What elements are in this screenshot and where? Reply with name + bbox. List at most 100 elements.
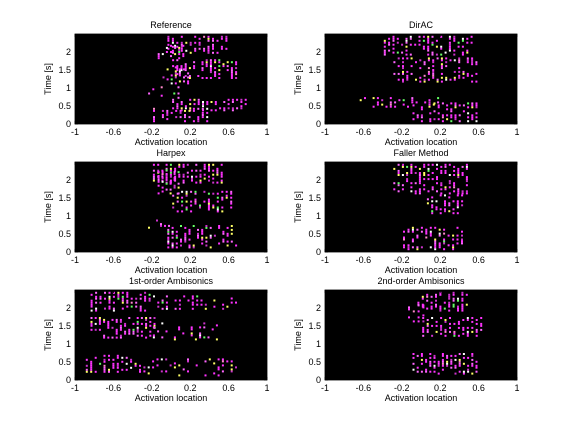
heatmap-cell [418,43,421,46]
y-tick-label: 1.5 [58,65,71,75]
heatmap-cell [212,37,214,40]
heatmap-cell [171,242,174,245]
heatmap-cell [185,206,188,209]
heatmap-cell [461,39,464,42]
heatmap-cell [103,318,106,321]
heatmap-cell [431,51,434,54]
heatmap-cell [216,181,219,184]
heatmap-cell [471,104,474,107]
heatmap-cell [148,297,151,300]
heatmap-cell [194,47,197,50]
heatmap-cell [231,107,234,110]
heatmap-cell [416,246,419,249]
heatmap-cell [446,114,449,117]
heatmap-cell [454,372,457,375]
heatmap-cell [448,192,451,195]
heatmap-cell [471,358,474,361]
heatmap-cell [432,69,435,71]
heatmap-cell [171,37,174,40]
heatmap-cell [181,196,184,199]
heatmap-cell [397,65,400,68]
heatmap-cell [192,109,195,112]
heatmap-cell [191,295,194,298]
heatmap-cell [125,362,128,365]
heatmap-cell [181,200,184,203]
heatmap-cell [171,39,174,42]
heatmap-cell [143,366,146,369]
heatmap-cell [191,297,194,300]
heatmap-cell [445,78,448,81]
heatmap-cell [409,35,412,38]
heatmap-cell [188,75,191,77]
heatmap-cell [171,236,174,239]
heatmap-cell [169,179,172,182]
heatmap-cell [427,45,430,48]
heatmap-cell [444,200,446,203]
heatmap-cell [174,169,177,172]
heatmap-cell [194,49,197,52]
heatmap-cell [388,41,391,44]
heatmap-cell [458,120,461,123]
heatmap-cell [124,330,127,333]
heatmap-cell [178,307,181,310]
heatmap-cell [197,232,199,235]
heatmap-cell [437,118,440,121]
heatmap-cell [438,242,441,245]
heatmap-cell [401,43,404,46]
heatmap-cell [230,77,233,79]
heatmap-cell [171,246,174,249]
heatmap-cell [104,291,106,294]
heatmap-cell [108,299,111,302]
heatmap-cell [457,320,460,323]
heatmap-cell [414,172,417,174]
heatmap-cell [201,63,204,66]
x-axis-label: Activation location [135,393,208,403]
heatmap-cell [85,364,88,367]
heatmap-cell [188,228,191,231]
heatmap-cell [174,46,177,49]
heatmap-cell [436,190,438,193]
heatmap-cell [376,97,379,100]
heatmap-cell [430,305,433,308]
heatmap-cell [148,293,151,296]
heatmap-cell [410,190,413,193]
x-tick-label: 1 [514,255,519,265]
heatmap-cell [461,200,464,203]
heatmap-cell [402,61,404,64]
heatmap-cell [130,301,133,304]
x-axis-label: Activation location [385,137,458,147]
heatmap-cell [153,118,155,121]
heatmap-cell [475,370,478,373]
heatmap-cell [116,370,119,373]
heatmap-cell [471,61,474,64]
heatmap-cell [176,107,179,110]
heatmap-cell [134,364,137,367]
heatmap-cell [205,77,208,79]
heatmap-cell [206,111,209,114]
heatmap-cell [462,76,465,79]
heatmap-cell [440,76,443,79]
heatmap-cell [480,322,483,325]
heatmap-cell [462,104,465,107]
heatmap-cell [427,163,430,166]
heatmap-cell [466,330,469,333]
heatmap-cell [444,186,447,189]
heatmap-cell [183,76,185,79]
heatmap-cell [207,206,210,209]
heatmap-cell [192,225,195,227]
heatmap-cell [444,319,447,321]
heatmap-cell [437,364,440,367]
heatmap-cell [167,238,170,241]
heatmap-cell [144,291,147,294]
heatmap-cell [406,178,409,181]
heatmap-cell [440,324,443,327]
heatmap-cell [108,370,110,373]
heatmap-cell [216,169,219,172]
heatmap-cell [231,109,234,112]
heatmap-cell [450,108,453,111]
heatmap-cell [170,44,172,47]
heatmap-cell [432,70,435,73]
heatmap-cell [458,364,461,367]
heatmap-cell [194,338,197,341]
